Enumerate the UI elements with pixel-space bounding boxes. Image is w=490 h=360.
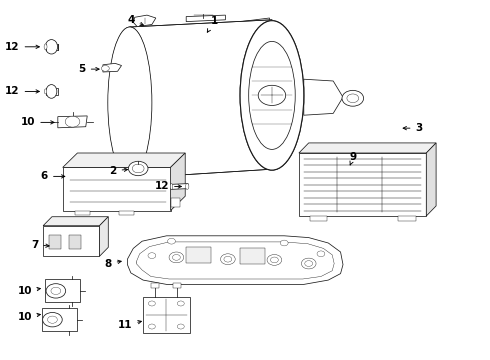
Ellipse shape <box>44 44 47 50</box>
Text: 10: 10 <box>17 286 40 296</box>
Polygon shape <box>173 283 181 288</box>
Circle shape <box>101 66 109 71</box>
Polygon shape <box>119 211 134 215</box>
Text: 5: 5 <box>78 64 99 74</box>
Circle shape <box>265 90 279 101</box>
Polygon shape <box>49 235 61 249</box>
Polygon shape <box>42 308 77 331</box>
Ellipse shape <box>108 27 152 178</box>
Ellipse shape <box>44 89 47 94</box>
Polygon shape <box>43 217 108 226</box>
Circle shape <box>270 257 278 263</box>
Circle shape <box>148 324 155 329</box>
Polygon shape <box>46 44 58 50</box>
Polygon shape <box>45 279 80 302</box>
Text: 9: 9 <box>350 152 357 165</box>
Circle shape <box>220 254 235 265</box>
Polygon shape <box>63 167 171 211</box>
Polygon shape <box>63 153 185 167</box>
Circle shape <box>342 90 364 106</box>
Polygon shape <box>171 198 180 207</box>
Text: 10: 10 <box>21 117 54 127</box>
Circle shape <box>224 256 232 262</box>
Polygon shape <box>143 297 190 333</box>
Ellipse shape <box>45 40 58 54</box>
Text: 3: 3 <box>403 123 423 133</box>
Polygon shape <box>304 79 343 115</box>
Circle shape <box>148 301 155 306</box>
Polygon shape <box>299 153 426 216</box>
Circle shape <box>317 251 325 257</box>
Circle shape <box>177 301 184 306</box>
Circle shape <box>301 258 316 269</box>
Text: 2: 2 <box>109 166 127 176</box>
Circle shape <box>128 161 148 176</box>
Polygon shape <box>172 184 188 189</box>
Circle shape <box>258 85 286 105</box>
Polygon shape <box>310 216 327 221</box>
Circle shape <box>305 261 313 266</box>
Text: 12: 12 <box>154 181 181 192</box>
Polygon shape <box>127 18 270 173</box>
Circle shape <box>177 324 184 329</box>
Polygon shape <box>130 20 272 178</box>
Ellipse shape <box>240 21 304 170</box>
Polygon shape <box>186 15 225 22</box>
Text: 12: 12 <box>5 86 39 96</box>
Ellipse shape <box>108 27 151 178</box>
Polygon shape <box>426 143 436 216</box>
Circle shape <box>43 312 62 327</box>
Ellipse shape <box>185 184 189 189</box>
Circle shape <box>51 287 61 294</box>
Polygon shape <box>43 226 99 256</box>
Polygon shape <box>171 153 185 211</box>
Circle shape <box>132 164 144 173</box>
Circle shape <box>280 240 288 246</box>
Text: 8: 8 <box>104 258 121 269</box>
Circle shape <box>46 284 66 298</box>
Circle shape <box>168 238 175 244</box>
Ellipse shape <box>249 41 295 149</box>
Circle shape <box>347 94 359 103</box>
Polygon shape <box>186 247 211 263</box>
Circle shape <box>65 116 80 127</box>
Text: 10: 10 <box>17 312 40 322</box>
Polygon shape <box>151 283 159 288</box>
Polygon shape <box>46 88 58 95</box>
Ellipse shape <box>240 21 304 170</box>
Polygon shape <box>240 248 265 264</box>
Text: 4: 4 <box>127 15 144 26</box>
Ellipse shape <box>46 85 57 98</box>
Polygon shape <box>133 15 156 27</box>
Circle shape <box>267 255 282 265</box>
Polygon shape <box>398 216 416 221</box>
Polygon shape <box>99 217 108 256</box>
Circle shape <box>48 316 57 323</box>
Circle shape <box>169 252 184 263</box>
Polygon shape <box>299 143 436 153</box>
Text: 1: 1 <box>207 16 218 32</box>
Text: 11: 11 <box>118 320 142 330</box>
Polygon shape <box>58 116 87 128</box>
Text: 12: 12 <box>5 42 39 52</box>
Text: 7: 7 <box>31 240 49 250</box>
Polygon shape <box>127 236 343 284</box>
Polygon shape <box>103 63 122 72</box>
Circle shape <box>148 253 156 258</box>
Text: 6: 6 <box>41 171 65 181</box>
Ellipse shape <box>171 184 172 189</box>
Polygon shape <box>69 235 81 249</box>
Polygon shape <box>75 211 90 215</box>
Circle shape <box>172 255 180 260</box>
